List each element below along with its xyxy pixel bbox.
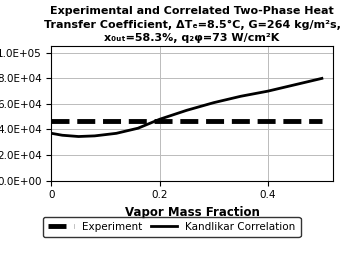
X-axis label: Vapor Mass Fraction: Vapor Mass Fraction <box>125 206 260 219</box>
Title: Experimental and Correlated Two-Phase Heat
Transfer Coefficient, ΔTₑ=8.5°C, G=26: Experimental and Correlated Two-Phase He… <box>44 6 341 43</box>
Legend: Experiment, Kandlikar Correlation: Experiment, Kandlikar Correlation <box>43 217 300 237</box>
